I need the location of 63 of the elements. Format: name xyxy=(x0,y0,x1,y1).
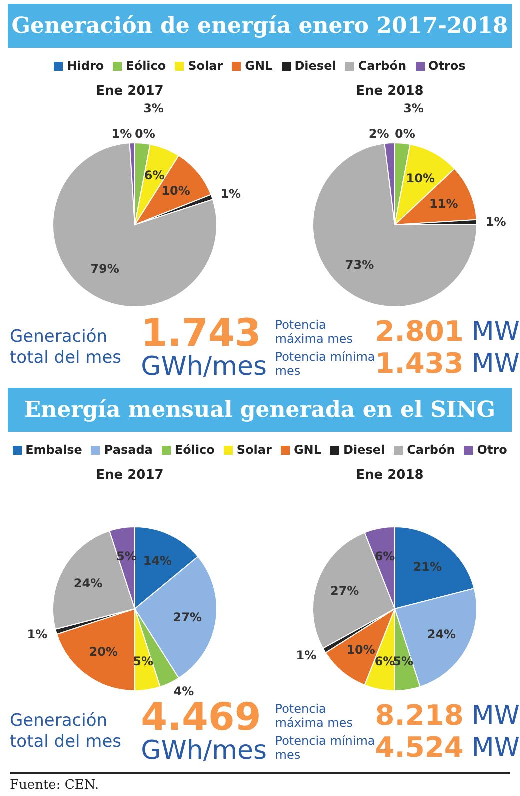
legend-label: Pasada xyxy=(103,443,153,457)
data-label: 79% xyxy=(90,262,120,276)
data-label: 11% xyxy=(430,196,458,211)
legend-label: Eólico xyxy=(174,443,215,457)
text: Generación total del mes xyxy=(10,327,123,369)
legend-label: Solar xyxy=(236,443,272,457)
data-label: 24% xyxy=(74,576,103,590)
text: MW xyxy=(472,348,520,380)
legend-label: GNL xyxy=(292,443,322,457)
data-label: 10% xyxy=(162,184,190,198)
data-label: 6% xyxy=(144,168,165,182)
chart-title: Generación de energía enero 2017-2018 xyxy=(8,4,512,48)
text: 1.743 xyxy=(141,311,262,355)
chart-title: Energía mensual generada en el SING xyxy=(8,388,512,432)
legend-label: Carbón xyxy=(357,59,407,73)
legend-label: Eólico xyxy=(125,59,166,73)
slice-label: Ene 2017 xyxy=(95,468,165,484)
data-label: 14% xyxy=(143,554,172,568)
text: Potencia mínima mes xyxy=(275,734,376,762)
data-label: 10% xyxy=(406,171,436,186)
text: Potencia máxima mes xyxy=(275,702,354,730)
slice-label: Ene 2018 xyxy=(355,84,425,100)
legend-label: Solar xyxy=(187,59,224,73)
text: 2.801 xyxy=(375,315,464,348)
text: Potencia máxima mes xyxy=(275,318,354,346)
slice-label: Ene 2017 xyxy=(95,84,165,100)
data-label: 1% xyxy=(27,627,48,642)
text: 0% xyxy=(395,127,416,141)
legend-label: Hidro xyxy=(66,59,104,73)
source-note: Fuente: CEN. xyxy=(10,778,100,793)
data-label: 1% xyxy=(112,127,132,142)
legend-label: Carbón xyxy=(406,443,456,457)
legend-label: Embalse xyxy=(24,443,82,457)
data-label: 73% xyxy=(345,258,374,272)
data-label: 1% xyxy=(486,215,506,230)
text: GWh/mes xyxy=(141,352,268,382)
text: GWh/mes xyxy=(141,736,268,766)
text: MW xyxy=(472,732,520,764)
slice-label: Ene 2018 xyxy=(355,468,425,484)
data-label: 27% xyxy=(330,584,360,598)
text: Potencia mínima mes xyxy=(275,350,376,378)
legend-label: Diesel xyxy=(294,59,336,73)
text: 8.218 xyxy=(375,699,464,732)
data-label: 1% xyxy=(220,187,241,202)
legend-label: GNL xyxy=(244,59,273,73)
text: 1.433 xyxy=(375,347,464,380)
data-label: 20% xyxy=(89,645,118,660)
data-label: 3% xyxy=(144,101,164,116)
data-label: 10% xyxy=(346,643,376,658)
data-label: 21% xyxy=(413,560,442,574)
data-label: 3% xyxy=(404,101,424,116)
text: 0% xyxy=(135,127,156,141)
data-label: 27% xyxy=(173,610,202,624)
text: MW xyxy=(472,316,520,348)
legend-label: Otros xyxy=(428,59,466,73)
data-label: 1% xyxy=(296,648,317,662)
legend-label: Otro xyxy=(476,443,508,457)
text: MW xyxy=(472,700,520,732)
legend-label: Diesel xyxy=(342,443,386,457)
data-label: 24% xyxy=(427,628,456,642)
text: 4.524 xyxy=(375,731,464,764)
text: Generación total del mes xyxy=(10,711,123,753)
data-label: 2% xyxy=(368,127,390,142)
